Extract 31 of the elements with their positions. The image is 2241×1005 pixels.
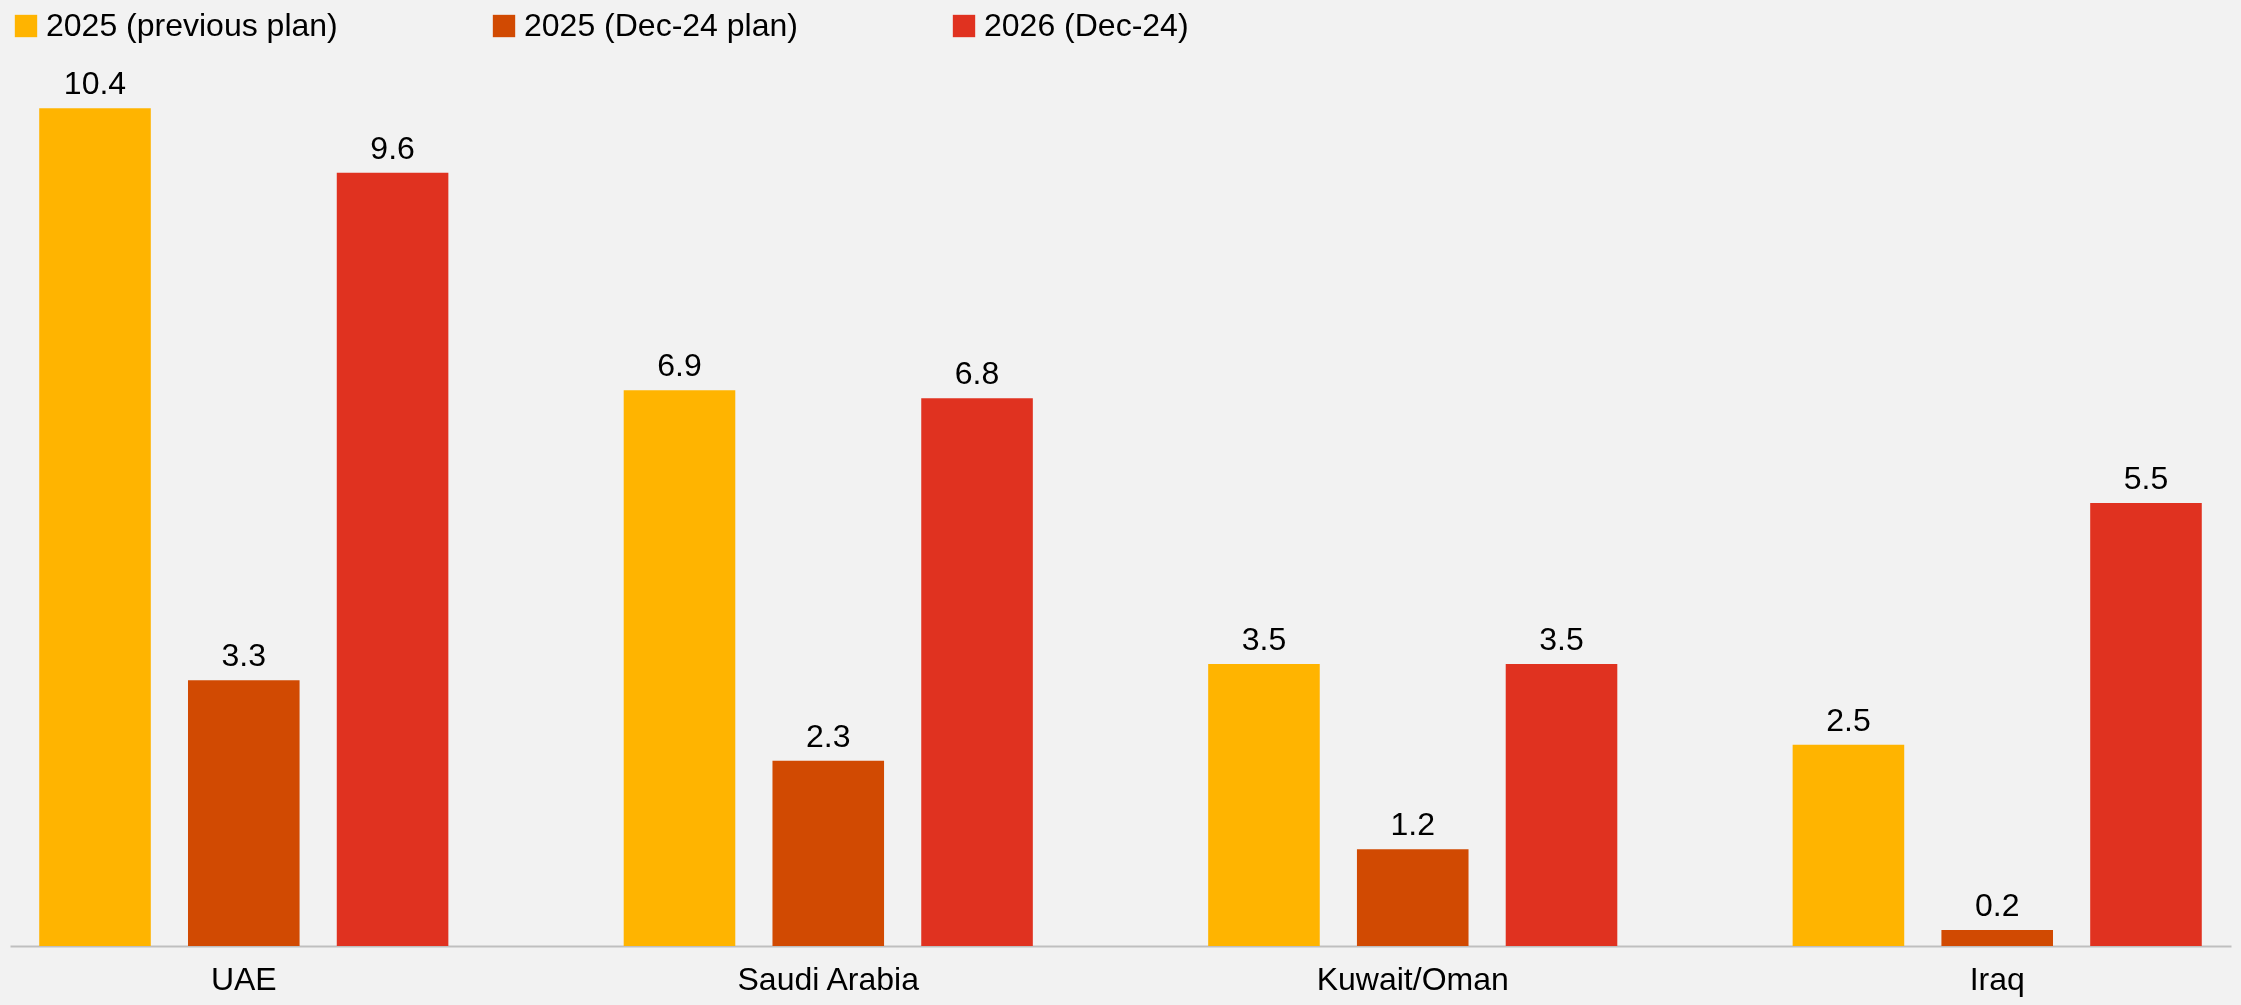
bar xyxy=(2090,503,2202,946)
data-label: 10.4 xyxy=(63,65,127,102)
bar xyxy=(623,390,736,946)
bar xyxy=(336,172,449,946)
data-label: 5.5 xyxy=(2123,460,2169,496)
bar xyxy=(39,108,151,946)
data-label: 6.8 xyxy=(954,355,1000,392)
bar xyxy=(921,398,1033,946)
data-label: 3.3 xyxy=(221,637,267,674)
x-tick-label: Saudi Arabia xyxy=(737,960,920,997)
data-label: 2.5 xyxy=(1826,701,1871,738)
legend-label: 2025 (Dec-24 plan) xyxy=(524,7,798,43)
data-label: 1.2 xyxy=(1390,806,1435,843)
bar xyxy=(1356,849,1469,946)
bar xyxy=(1208,664,1320,946)
data-label: 9.6 xyxy=(370,129,415,166)
legend-label: 2025 (previous plan) xyxy=(46,7,338,43)
data-label: 2.3 xyxy=(806,717,851,754)
bar xyxy=(188,680,300,946)
bar xyxy=(1941,929,2053,946)
data-label: 6.9 xyxy=(657,347,702,384)
bar xyxy=(1505,664,1618,946)
legend-label: 2026 (Dec-24) xyxy=(984,7,1189,43)
x-tick-label: Iraq xyxy=(1969,960,2025,997)
x-tick-label: UAE xyxy=(210,960,277,997)
data-label: 3.5 xyxy=(1241,621,1287,658)
data-label: 0.2 xyxy=(1974,886,2020,923)
bar xyxy=(1792,744,1905,946)
bar xyxy=(772,760,885,946)
data-label: 3.5 xyxy=(1539,621,1584,658)
x-tick-label: Kuwait/Oman xyxy=(1316,960,1509,997)
